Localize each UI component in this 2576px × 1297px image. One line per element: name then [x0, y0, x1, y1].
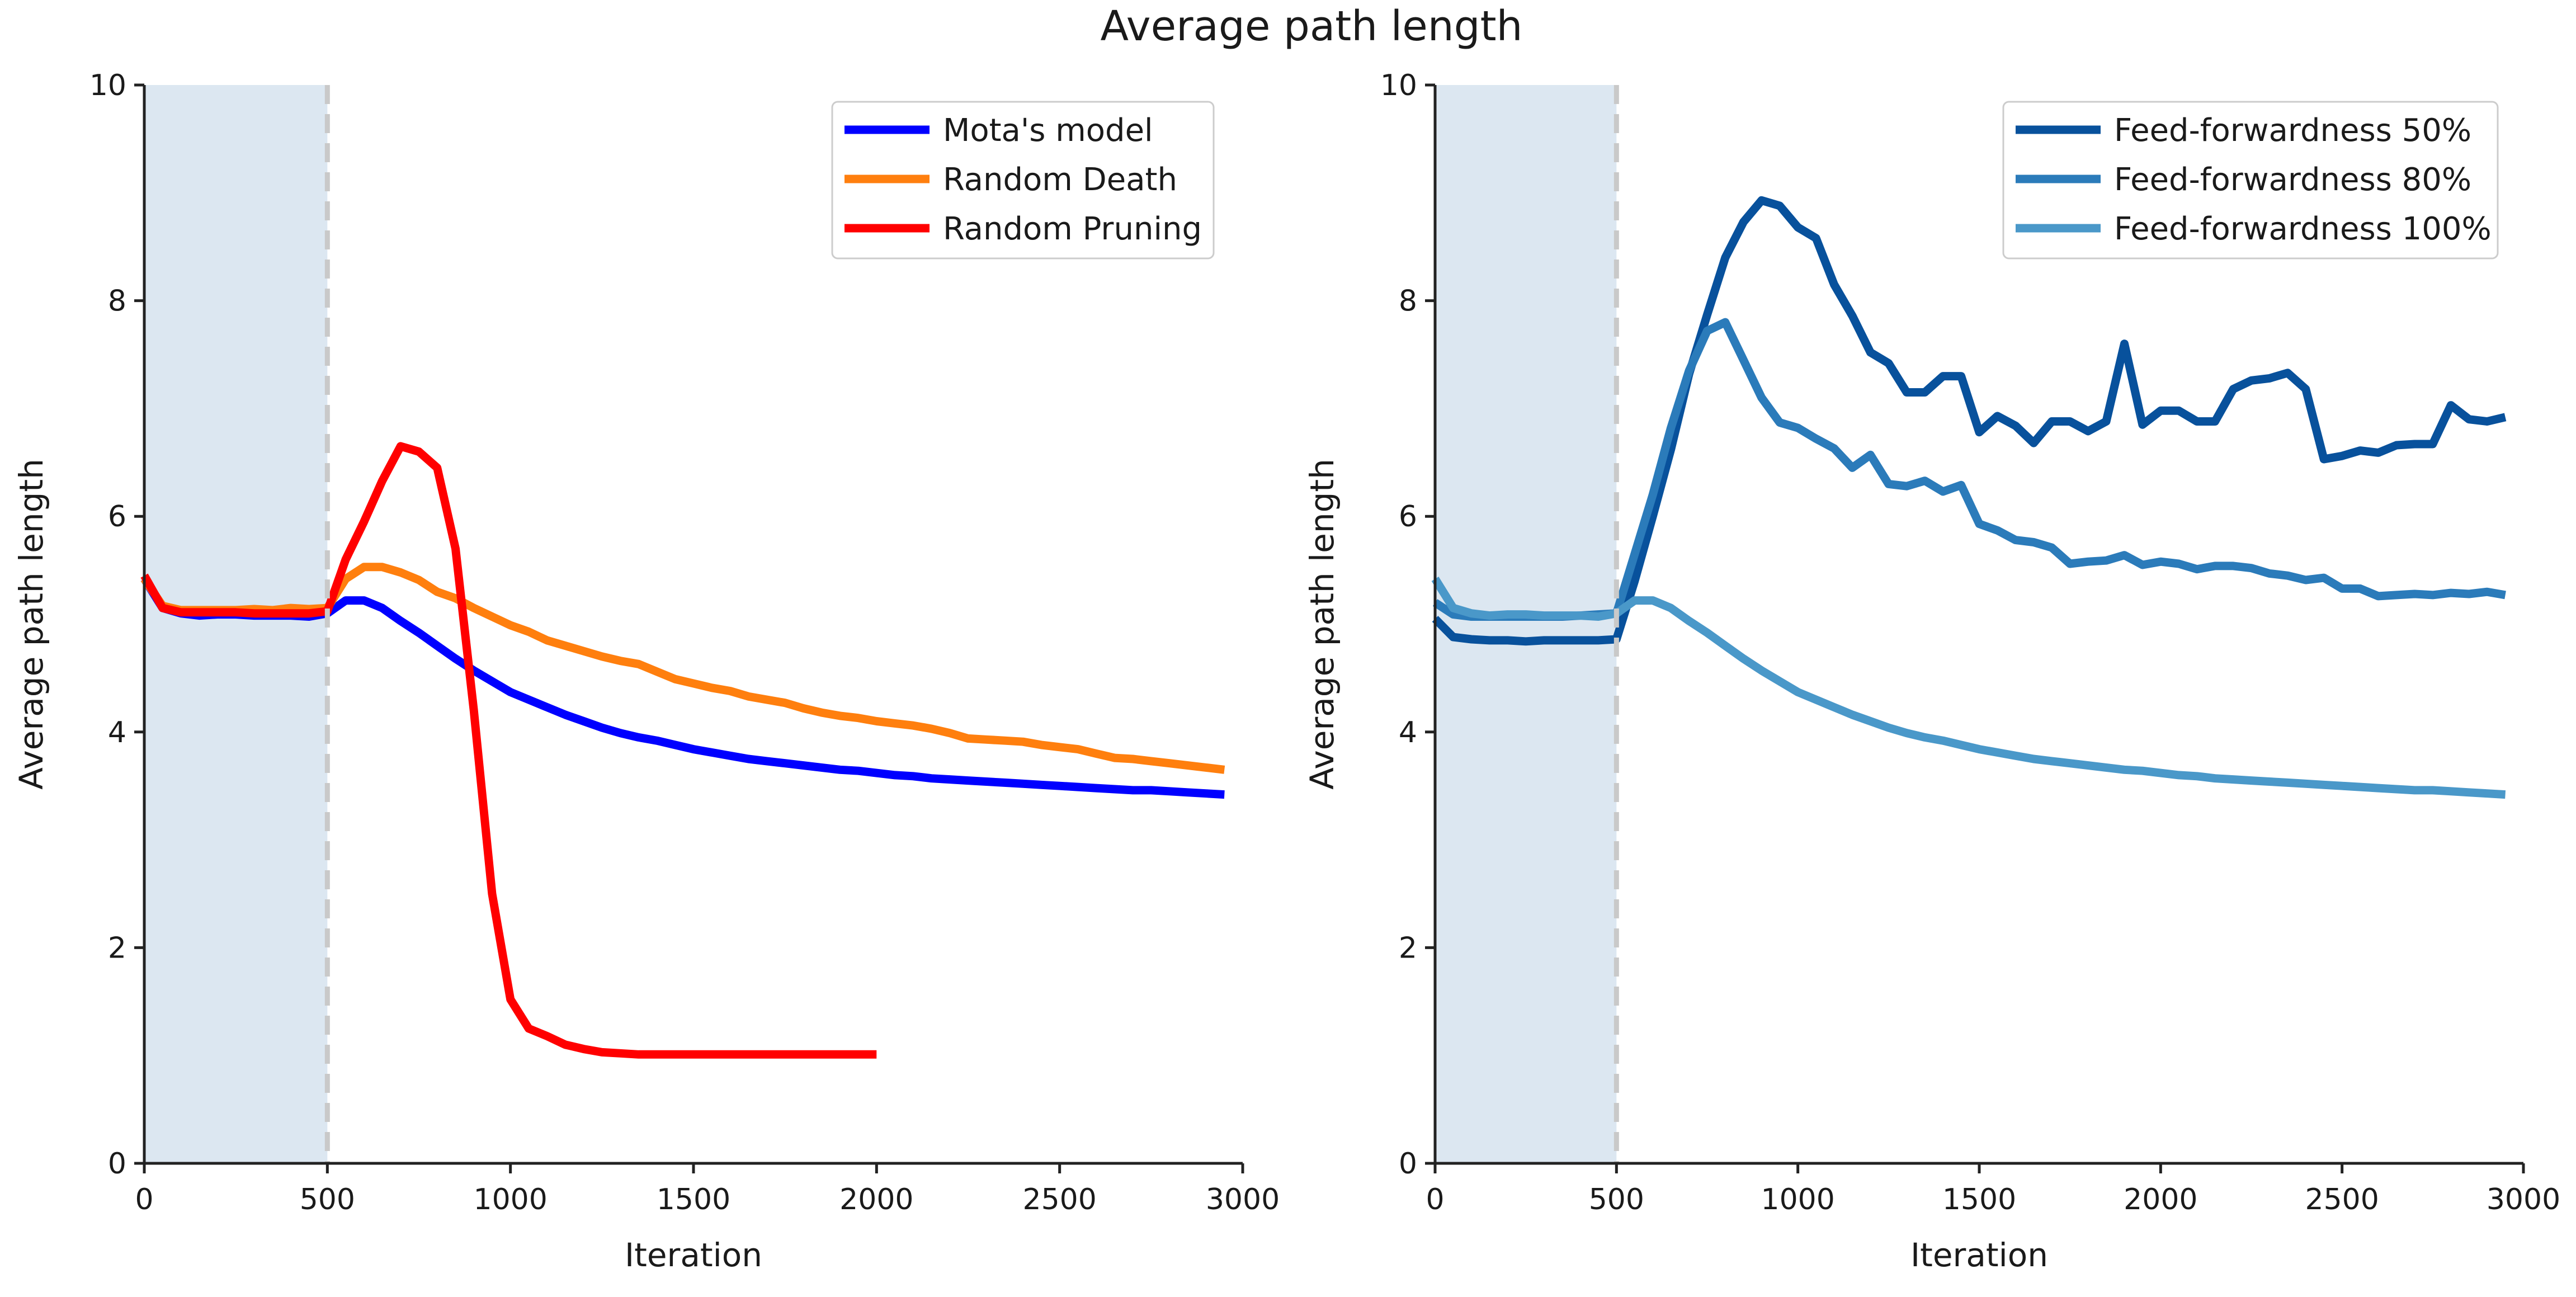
left-x-tick-label: 3000 — [1206, 1183, 1280, 1216]
left-y-axis-label: Average path length — [12, 459, 50, 790]
right-x-tick-label: 500 — [1589, 1183, 1644, 1216]
right-x-tick-label: 1000 — [1761, 1183, 1834, 1216]
right-chart-panel: 0 500 1000 1500 2000 2500 3000 0 2 4 6 8 10 Iteration… — [1303, 69, 2560, 1274]
right-y-tick-label: 6 — [1399, 500, 1417, 534]
series-line-feed-forwardness-100 — [1431, 577, 2506, 799]
left-x-tick-label: 1000 — [473, 1183, 547, 1216]
right-x-tick-label: 0 — [1426, 1183, 1444, 1216]
left-y-tick-label: 8 — [108, 285, 126, 318]
left-x-tick-label: 2500 — [1022, 1183, 1096, 1216]
left-chart-panel: 0 500 1000 1500 2000 2500 3000 0 2 4 6 8 10 Iteration… — [12, 69, 1280, 1274]
left-y-tick-label: 4 — [108, 716, 126, 749]
left-y-tick-label: 10 — [89, 69, 126, 102]
right-x-tick-label: 2000 — [2124, 1183, 2197, 1216]
right-legend: Feed-forwardness 50% Feed-forwardness 80%… — [2002, 101, 2499, 260]
right-warmup-region — [1435, 85, 1617, 1163]
right-legend-box — [2002, 101, 2499, 260]
left-y-tick-label: 0 — [108, 1147, 126, 1181]
right-y-tick-label: 10 — [1380, 69, 1417, 102]
right-y-tick-label: 2 — [1399, 931, 1417, 965]
right-y-tick-label: 0 — [1399, 1147, 1417, 1181]
left-legend: Mota's model Random Death Random Pruning — [831, 101, 1215, 260]
series-line-random-pruning — [140, 442, 877, 1059]
right-y-tick-label: 4 — [1399, 716, 1417, 749]
left-x-tick-label: 0 — [135, 1183, 153, 1216]
legend-label-feed-forwardness-100: Feed-forwardness 100% — [2114, 211, 2492, 247]
figure-title: Average path length — [1100, 2, 1522, 50]
left-x-tick-label: 1500 — [657, 1183, 730, 1216]
right-x-tick-label: 2500 — [2305, 1183, 2379, 1216]
legend-label-feed-forwardness-50: Feed-forwardness 50% — [2114, 112, 2471, 149]
right-x-tick-label: 1500 — [1942, 1183, 2016, 1216]
legend-label-feed-forwardness-80: Feed-forwardness 80% — [2114, 162, 2471, 198]
left-y-tick-label: 2 — [108, 931, 126, 965]
legend-label-random-death: Random Death — [943, 162, 1177, 198]
right-y-axis-label: Average path length — [1303, 459, 1341, 790]
series-line-feed-forwardness-50 — [1432, 196, 2507, 646]
right-x-tick-label: 3000 — [2487, 1183, 2560, 1216]
right-y-tick-label: 8 — [1399, 285, 1417, 318]
legend-label-random-pruning: Random Pruning — [943, 211, 1202, 247]
left-x-tick-label: 2000 — [839, 1183, 913, 1216]
legend-label-mota-s-model: Mota's model — [943, 112, 1153, 149]
left-y-tick-label: 6 — [108, 500, 126, 534]
right-x-axis-label: Iteration — [1910, 1236, 2048, 1274]
left-x-axis-label: Iteration — [625, 1236, 762, 1274]
left-legend-box — [831, 101, 1215, 260]
left-x-tick-label: 500 — [300, 1183, 355, 1216]
left-warmup-region — [144, 85, 328, 1163]
